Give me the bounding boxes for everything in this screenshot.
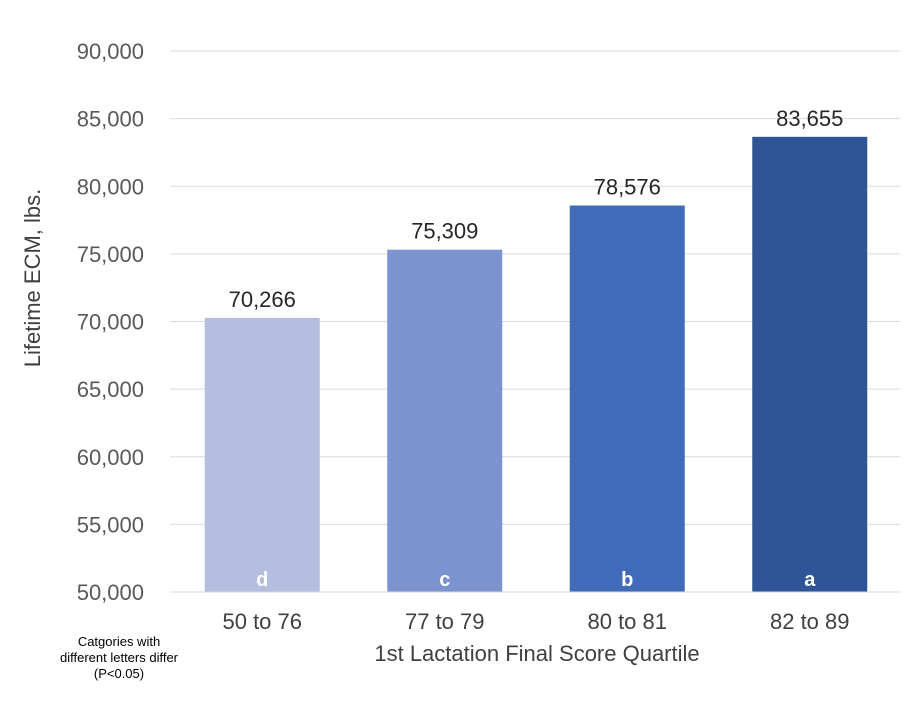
y-tick-label: 80,000: [77, 174, 144, 199]
x-axis-title: 1st Lactation Final Score Quartile: [374, 641, 699, 666]
data-label: 78,576: [594, 175, 661, 200]
data-label: 70,266: [229, 287, 296, 312]
y-axis-tick-labels: 50,000 55,000 60,000 65,000 70,000 75,000 80,0…: [77, 39, 144, 605]
significance-letter: c: [439, 569, 450, 591]
bar: [204, 317, 320, 592]
y-tick-label: 65,000: [77, 377, 144, 402]
x-category-label: 80 to 81: [587, 609, 667, 634]
note-line: (P<0.05): [93, 666, 145, 681]
x-category-label: 82 to 89: [770, 609, 850, 634]
x-axis-category-labels: 50 to 76 77 to 79 80 to 81 82 to 89: [222, 609, 849, 634]
significance-letter: d: [256, 569, 268, 591]
bar: [569, 205, 685, 593]
data-label: 75,309: [411, 219, 478, 244]
significance-letter: b: [621, 569, 633, 591]
y-tick-label: 90,000: [77, 39, 144, 64]
x-category-label: 50 to 76: [222, 609, 302, 634]
bar: [387, 249, 503, 592]
y-tick-label: 55,000: [77, 512, 144, 537]
y-axis-title: Lifetime ECM, lbs.: [20, 189, 45, 368]
y-tick-label: 75,000: [77, 242, 144, 267]
note-line: different letters differ: [59, 650, 179, 665]
note-line: Catgories with: [77, 634, 161, 649]
bars: [204, 136, 868, 593]
significance-note: Catgories with different letters differ …: [44, 634, 194, 682]
y-tick-label: 60,000: [77, 445, 144, 470]
data-labels: 70,266 d 75,309 c 78,576 b 83,655 a: [229, 106, 844, 591]
y-tick-label: 85,000: [77, 107, 144, 132]
data-label: 83,655: [776, 106, 843, 131]
y-tick-label: 70,000: [77, 310, 144, 335]
bar: [752, 136, 868, 592]
x-category-label: 77 to 79: [405, 609, 485, 634]
significance-letter: a: [804, 569, 816, 591]
y-tick-label: 50,000: [77, 580, 144, 605]
